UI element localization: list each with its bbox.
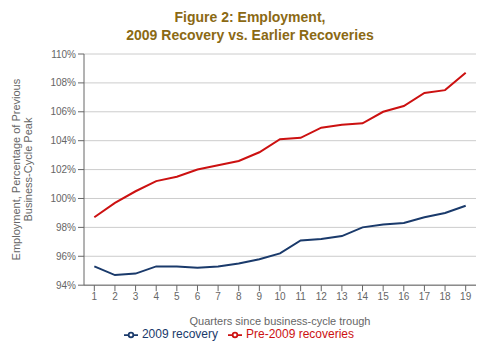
svg-text:4: 4 [153, 291, 159, 302]
html-text:Figure 2: Employment,: Figure 2: Employment, [174, 9, 326, 25]
svg-text:16: 16 [398, 291, 410, 302]
svg-text:13: 13 [336, 291, 348, 302]
svg-text:12: 12 [316, 291, 328, 302]
svg-text:15: 15 [378, 291, 390, 302]
svg-text:104%: 104% [50, 135, 76, 146]
svg-text:102%: 102% [50, 164, 76, 175]
svg-text:6: 6 [195, 291, 201, 302]
svg-text:108%: 108% [50, 77, 76, 88]
html-text:2009 recovery: 2009 recovery [141, 327, 218, 342]
svg-text:96%: 96% [56, 251, 76, 262]
svg-text:106%: 106% [50, 106, 76, 117]
svg-text:7: 7 [215, 291, 221, 302]
svg-text:8: 8 [236, 291, 242, 302]
svg-text:18: 18 [439, 291, 451, 302]
svg-text:2: 2 [112, 291, 118, 302]
svg-text:5: 5 [174, 291, 180, 302]
svg-text:1: 1 [92, 291, 98, 302]
svg-text:11: 11 [295, 291, 306, 302]
svg-text:Employment, Percentage of Prev: Employment, Percentage of PreviousBusine… [10, 78, 34, 260]
svg-text:14: 14 [357, 291, 369, 302]
svg-text:19: 19 [460, 291, 472, 302]
html-text:2009 Recovery vs. Earlier Reco: 2009 Recovery vs. Earlier Recoveries [126, 27, 374, 43]
svg-text:10: 10 [274, 291, 286, 302]
html-text:Pre-2009 recoveries: Pre-2009 recoveries [246, 327, 354, 342]
svg-text:17: 17 [419, 291, 431, 302]
svg-text:110%: 110% [51, 49, 76, 60]
svg-text:9: 9 [257, 291, 263, 302]
svg-text:Quarters since business-cycle: Quarters since business-cycle trough [190, 315, 371, 327]
svg-text:100%: 100% [50, 193, 76, 204]
svg-text:94%: 94% [56, 280, 76, 291]
svg-text:98%: 98% [56, 222, 76, 233]
svg-text:3: 3 [133, 291, 139, 302]
